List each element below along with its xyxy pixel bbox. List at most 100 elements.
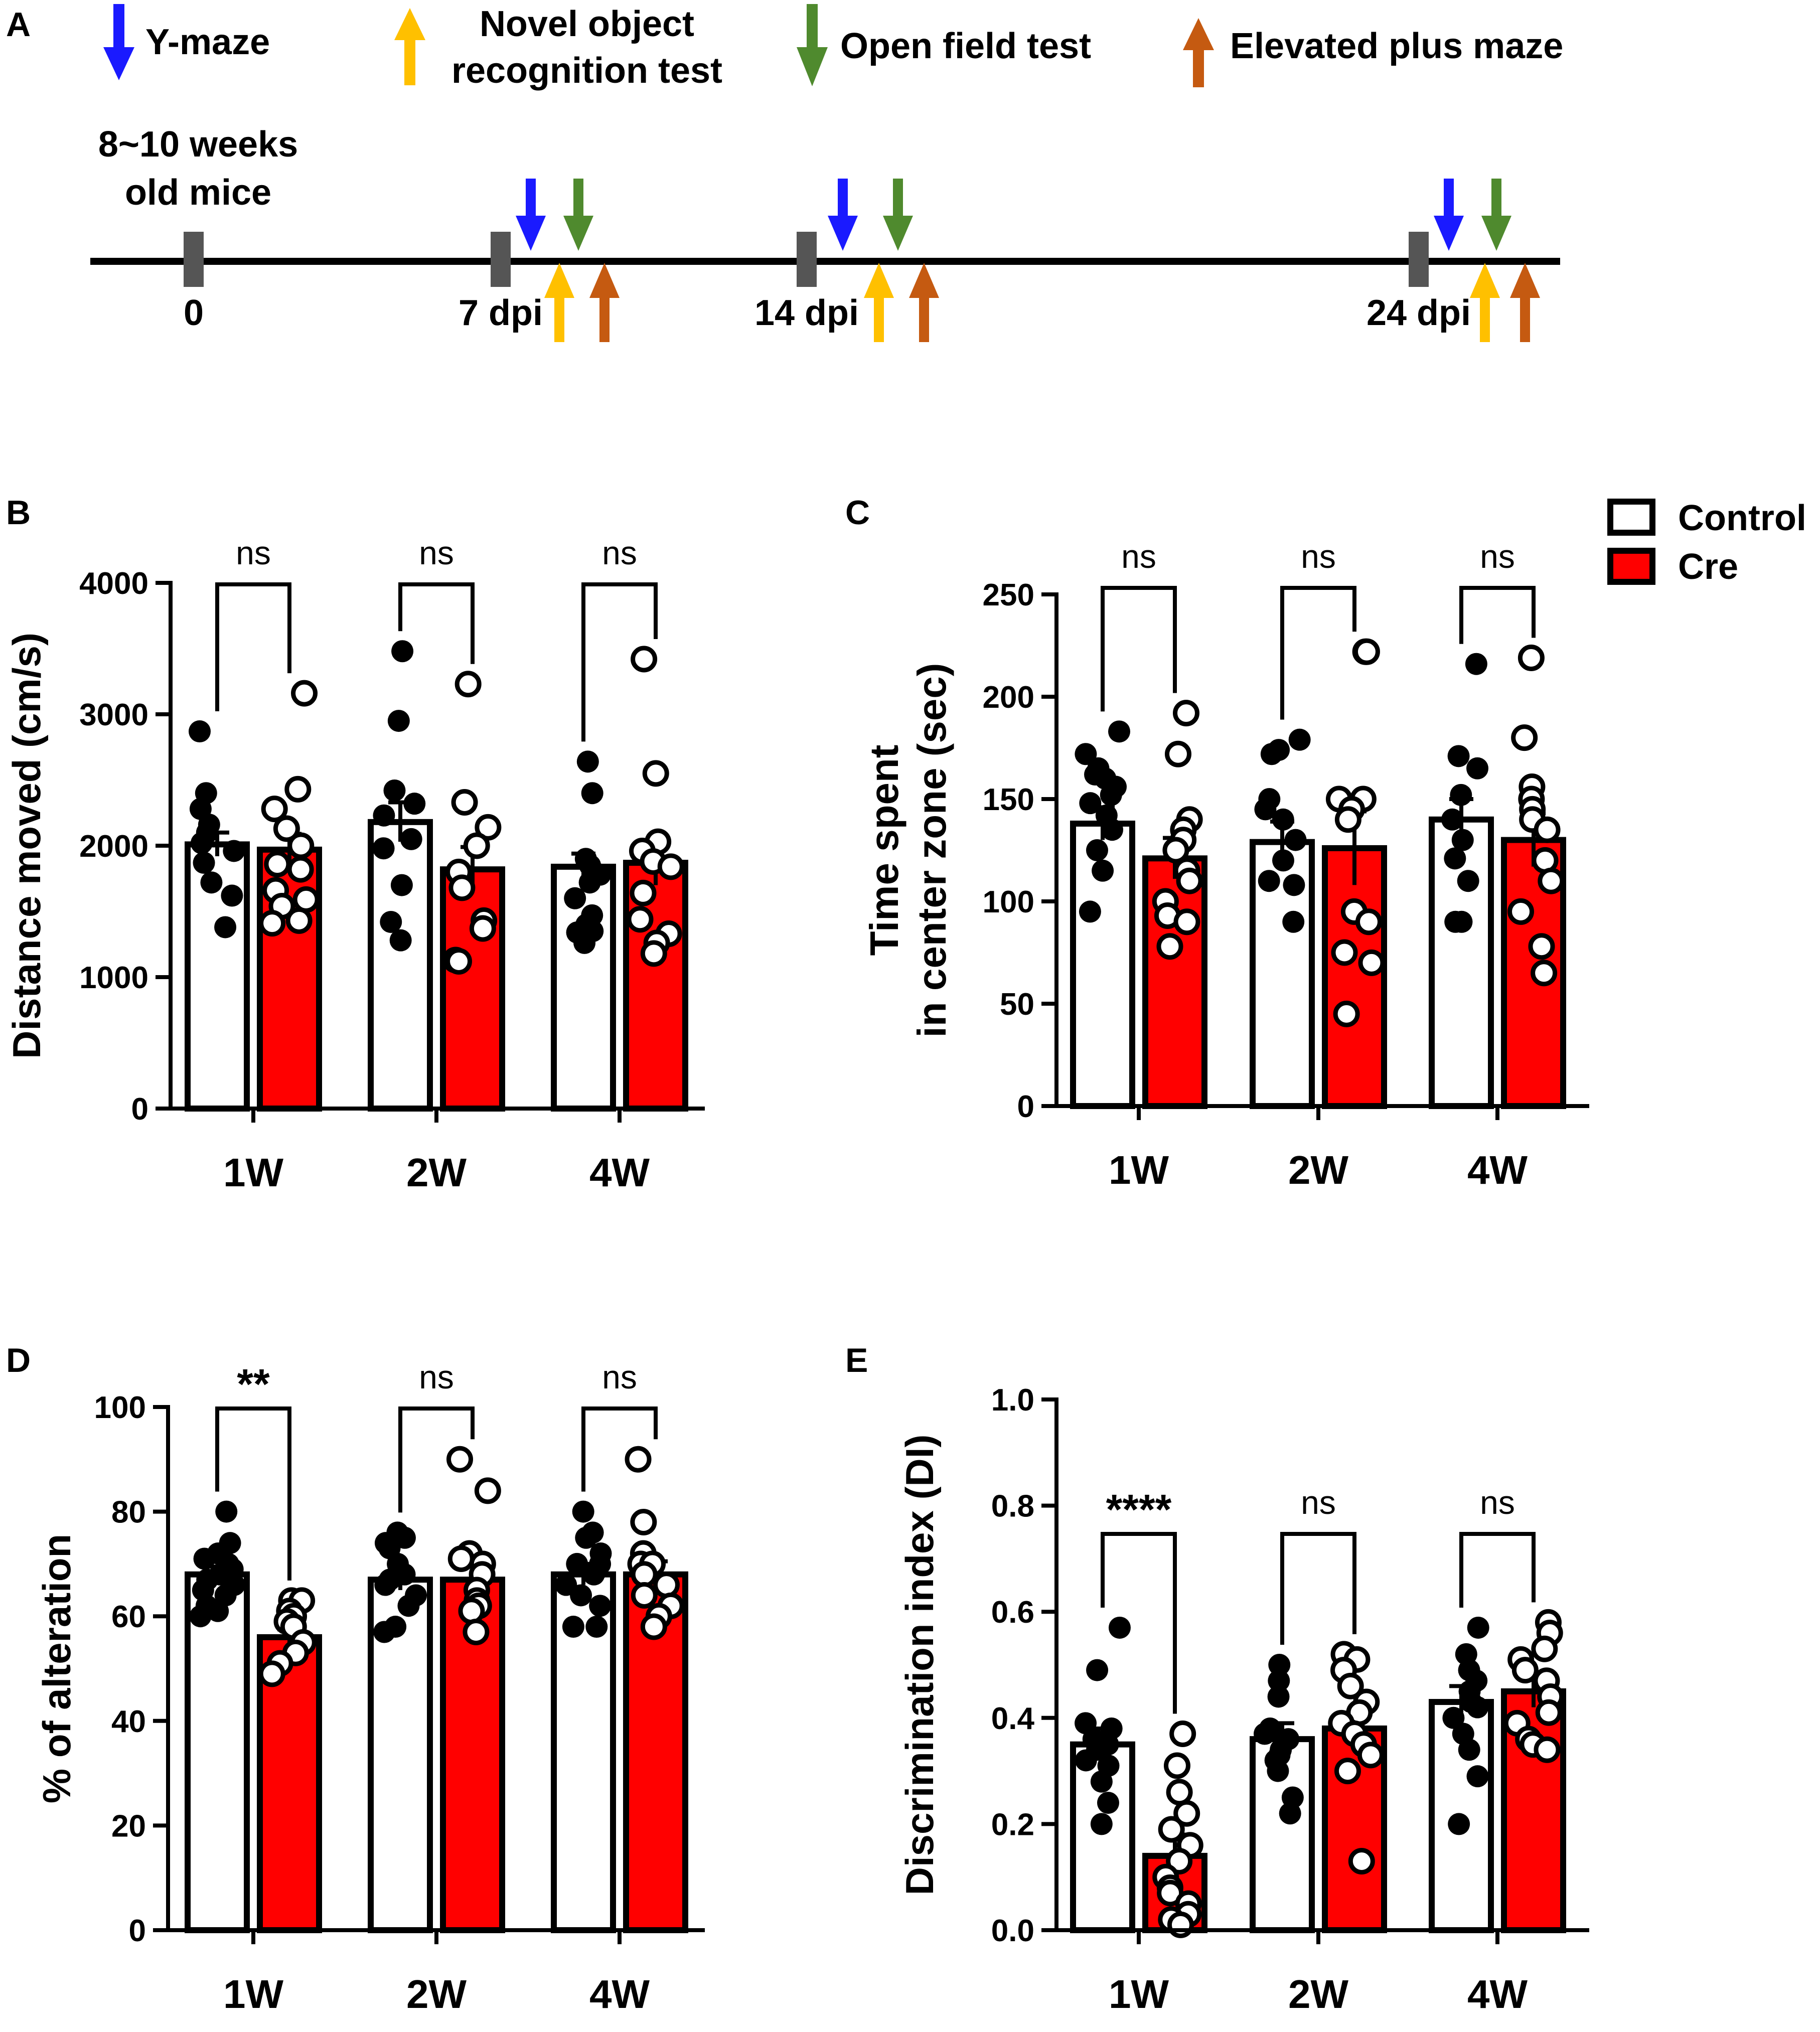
- x-tick-label: 4W: [589, 1150, 650, 1195]
- data-point-cre: [454, 671, 482, 698]
- chart-discrimination-index: **** 1W ns 2W ns 4W 0.0 0.2 0.4 0.6 0.8 1.0 Discrimi…: [897, 1383, 1589, 2016]
- data-point-control: [374, 1574, 397, 1596]
- y-tick-label: 0.6: [991, 1595, 1034, 1630]
- data-point-control: [389, 929, 412, 952]
- data-point-cre: [1163, 1752, 1190, 1779]
- timeline-axis: [90, 258, 1560, 265]
- data-point-cre: [1166, 1779, 1193, 1806]
- significance-bracket: [215, 582, 291, 712]
- data-point-control: [1466, 1696, 1489, 1718]
- timeline-down-arrow-icon-head: [1434, 216, 1464, 251]
- data-point-control: [589, 1595, 612, 1617]
- data-point-cre: [1331, 939, 1358, 966]
- legend-control-label: Control: [1678, 498, 1806, 538]
- timeline-down-arrow-icon-head: [828, 216, 858, 251]
- data-point-cre: [630, 879, 657, 906]
- data-point-control: [223, 840, 245, 862]
- data-point-control: [190, 832, 213, 854]
- data-point-cre: [1511, 1657, 1539, 1684]
- data-point-control: [564, 887, 586, 909]
- y-tick-label: 80: [111, 1495, 146, 1530]
- data-point-control: [403, 793, 426, 815]
- significance-bracket: [215, 1406, 291, 1581]
- timeline-tick-0: 0: [184, 293, 204, 333]
- data-point-cre: [630, 1508, 657, 1535]
- significance-bracket: [1280, 586, 1356, 720]
- data-point-cre: [292, 886, 320, 913]
- data-point-cre: [469, 915, 496, 942]
- open-field-down-arrow-icon: [797, 4, 828, 86]
- y-tick-label: 0.0: [991, 1914, 1034, 1948]
- data-point-cre: [463, 832, 490, 859]
- y-tick-label: 60: [111, 1600, 146, 1634]
- timeline-down-arrow-icon-head: [563, 216, 593, 251]
- data-point-control: [1279, 1802, 1301, 1825]
- timeline-up-arrow-icon: [554, 296, 564, 342]
- timeline-up-arrow-icon-head: [864, 263, 894, 298]
- data-point-cre: [463, 1618, 490, 1645]
- data-point-control: [1441, 808, 1463, 831]
- data-point-cre: [446, 1446, 474, 1473]
- data-point-cre: [1518, 644, 1545, 671]
- data-point-cre: [1534, 1736, 1561, 1763]
- timeline-start-line1: 8~10 weeks: [98, 124, 298, 165]
- timeline: 8~10 weeks old mice 0 7 dpi 14 dpi 24 dp…: [90, 124, 1560, 342]
- x-tick-label: 1W: [1109, 1148, 1169, 1192]
- x-tick-label: 2W: [1288, 1972, 1348, 2016]
- data-point-cre: [640, 940, 667, 967]
- data-point-control: [383, 779, 406, 802]
- data-point-cre: [1535, 1699, 1562, 1726]
- data-point-cre: [284, 775, 312, 803]
- chart-legend: Control Cre: [1607, 498, 1806, 587]
- significance-label: ns: [1301, 1484, 1336, 1521]
- data-point-cre: [1173, 1800, 1200, 1827]
- data-point-cre: [287, 856, 314, 883]
- timeline-down-arrow-icon: [1491, 179, 1501, 219]
- legend-novel-object: Novel object recognition test: [394, 4, 722, 91]
- significance-label: ns: [1301, 538, 1336, 575]
- data-point-control: [1086, 1659, 1109, 1681]
- significance-bracket: [1280, 1532, 1356, 1645]
- ymaze-down-arrow-icon: [103, 4, 134, 80]
- y-tick-label: 0.4: [991, 1701, 1035, 1736]
- data-point-control: [1272, 808, 1294, 831]
- data-point-cre: [458, 1598, 485, 1625]
- data-point-control: [576, 750, 599, 773]
- data-point-cre: [264, 851, 291, 878]
- x-tick-label: 2W: [406, 1150, 467, 1195]
- panel-label-e: E: [845, 1341, 868, 1379]
- panel-label-a: A: [6, 6, 31, 44]
- data-point-cre: [1169, 1721, 1196, 1748]
- timeline-up-arrow-icon: [599, 296, 610, 342]
- timeline-down-arrow-icon-head: [883, 216, 913, 251]
- data-point-control: [1465, 653, 1487, 675]
- data-point-control: [1267, 1685, 1290, 1708]
- bar-cre-2W: [440, 866, 505, 1112]
- timeline-marker-0: [184, 232, 204, 287]
- data-point-cre: [1348, 1847, 1375, 1874]
- legend-elevated-plus: Elevated plus maze: [1183, 18, 1563, 87]
- significance-label: **: [237, 1360, 270, 1408]
- legend-control-swatch: [1607, 499, 1655, 536]
- data-point-cre: [291, 680, 318, 707]
- timeline-up-arrow-icon-head: [1470, 263, 1500, 298]
- data-point-cre: [1511, 724, 1538, 751]
- y-tick-label: 250: [983, 578, 1034, 612]
- data-point-control: [578, 871, 601, 894]
- data-point-cre: [627, 906, 654, 933]
- timeline-down-arrow-icon: [893, 179, 903, 219]
- legend-ymaze: Y-maze: [103, 4, 270, 80]
- data-point-cre: [1337, 1672, 1364, 1699]
- data-point-cre: [1176, 867, 1203, 894]
- data-point-control: [391, 640, 414, 663]
- significance-label: ****: [1106, 1486, 1172, 1533]
- data-point-control: [373, 1621, 396, 1643]
- significance-bracket: [581, 1406, 658, 1492]
- timeline-arrows: [516, 179, 1540, 342]
- timeline-down-arrow-icon: [526, 179, 536, 219]
- data-point-control: [1444, 847, 1466, 870]
- data-point-control: [1092, 859, 1114, 882]
- x-tick-label: 1W: [223, 1972, 283, 2016]
- chart-distance-moved: ns 1W ns 2W ns 4W 0 1000 2000 3000 4000 Distance mo…: [5, 534, 705, 1195]
